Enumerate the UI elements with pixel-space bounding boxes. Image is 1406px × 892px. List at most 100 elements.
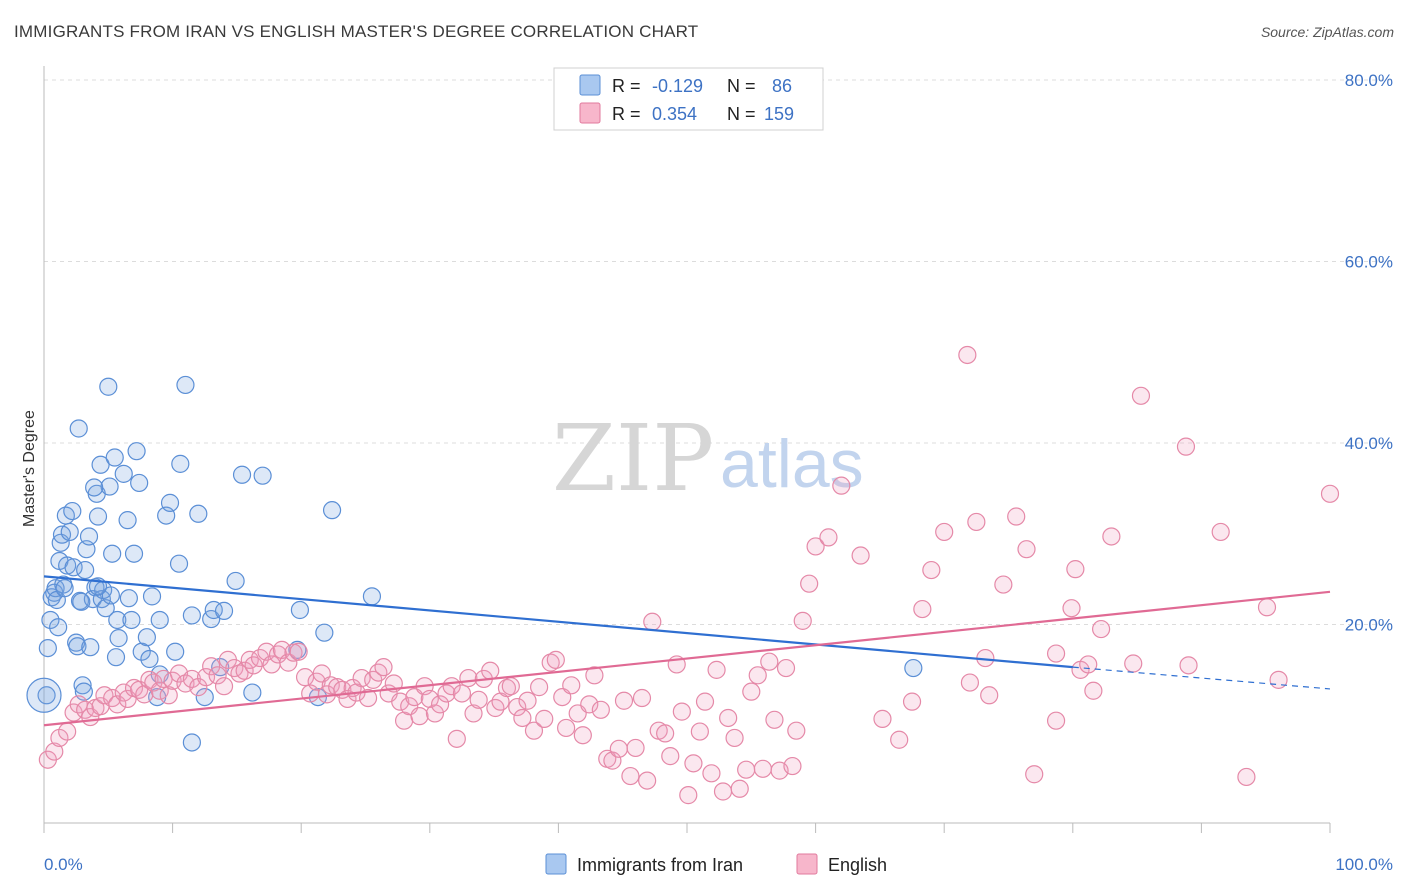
point-iran-75	[322, 501, 342, 520]
point-english-124	[725, 728, 744, 748]
grid-lines	[44, 79, 1392, 625]
point-english-1	[45, 742, 64, 761]
legend-n-label-english: N =	[727, 104, 756, 124]
point-english-110	[643, 612, 662, 631]
point-english-100	[585, 666, 604, 685]
point-english-45	[289, 642, 308, 661]
point-english-159	[1062, 599, 1081, 618]
point-english-164	[1091, 619, 1111, 639]
point-iran-59	[182, 606, 201, 625]
point-iran-17	[68, 637, 87, 656]
point-iran-42	[114, 464, 133, 483]
point-english-89	[524, 721, 544, 740]
point-english-145	[913, 599, 932, 619]
point-iran-72	[290, 600, 310, 620]
point-iran-13	[60, 522, 79, 542]
point-english-126	[737, 760, 756, 779]
bottom-legend-swatch-iran	[545, 853, 567, 875]
point-iran-34	[99, 377, 118, 396]
point-english-61	[374, 658, 393, 677]
point-english-121	[707, 660, 726, 679]
point-english-109	[638, 771, 657, 790]
point-english-107	[626, 738, 645, 758]
point-english-106	[621, 766, 640, 786]
point-english-131	[765, 710, 784, 729]
point-english-162	[1079, 655, 1098, 674]
point-english-141	[851, 546, 870, 565]
trend-line-english	[43, 590, 1331, 727]
point-iran-35	[100, 477, 119, 496]
point-iran-57	[171, 454, 190, 473]
legend-r-label-iran: R =	[612, 76, 641, 96]
y-tick-label-80: 80.0%	[1345, 71, 1393, 90]
point-english-123	[719, 708, 738, 728]
point-iran-50	[142, 587, 162, 606]
point-english-20	[150, 681, 169, 700]
point-english-128	[748, 666, 767, 685]
point-english-79	[469, 690, 488, 709]
point-english-87	[513, 708, 532, 728]
point-iran-22	[76, 560, 95, 580]
point-english-149	[960, 673, 980, 692]
point-iran-1	[38, 638, 57, 658]
point-iran-56	[169, 554, 189, 573]
point-iran-70	[253, 466, 272, 485]
point-iran-85	[85, 478, 104, 497]
point-english-103	[603, 751, 622, 770]
point-english-71	[425, 704, 445, 723]
point-iran-large	[26, 677, 62, 713]
axes	[43, 66, 1331, 833]
point-english-134	[783, 756, 802, 776]
point-english-169	[1257, 598, 1277, 617]
point-iran-74	[315, 623, 334, 642]
watermark: ZIP atlas	[552, 405, 864, 512]
point-english-33	[225, 658, 244, 678]
point-english-104	[609, 739, 628, 758]
watermark-zip: ZIP	[552, 405, 714, 512]
point-english-153	[994, 575, 1013, 594]
point-iran-67	[226, 571, 245, 591]
point-iran-37	[103, 544, 122, 563]
point-english-92	[541, 653, 560, 672]
point-english-163	[1084, 681, 1103, 700]
point-iran-14	[63, 501, 82, 521]
point-english-27	[189, 678, 208, 697]
source-label: Source: ZipAtlas.com	[1260, 24, 1394, 40]
point-english-81	[481, 661, 500, 680]
point-english-44	[284, 643, 303, 662]
point-iran-18	[69, 419, 88, 438]
point-iran-0	[37, 686, 56, 705]
point-iran-66	[214, 601, 234, 620]
point-english-76	[452, 684, 472, 703]
legend-n-value-iran: 86	[772, 76, 792, 96]
point-english-173	[1237, 767, 1256, 787]
point-english-90	[530, 678, 549, 697]
point-english-160	[1066, 560, 1085, 579]
point-english-105	[614, 691, 634, 710]
y-tick-label-20: 20.0%	[1345, 616, 1393, 635]
series-immigrants-from-iran	[26, 375, 923, 752]
bottom-legend-swatch-english	[796, 853, 818, 875]
point-english-98	[573, 726, 592, 745]
legend-n-label-iran: N =	[727, 76, 756, 96]
point-iran-76	[362, 587, 382, 606]
point-iran-39	[106, 648, 126, 667]
y-tick-label-40: 40.0%	[1345, 434, 1393, 453]
point-english-174	[1176, 437, 1196, 456]
point-iran-15	[64, 558, 83, 577]
point-english-122	[713, 782, 733, 801]
point-iran-45	[124, 544, 144, 563]
point-english-22	[159, 686, 178, 705]
point-english-143	[890, 730, 909, 749]
point-english-130	[760, 652, 779, 671]
legend-r-label-english: R =	[612, 104, 641, 124]
point-english-168	[1211, 522, 1230, 542]
point-iran-79	[119, 589, 138, 608]
point-iran-36	[101, 586, 120, 605]
point-english-127	[742, 682, 761, 701]
point-iran-55	[166, 642, 185, 661]
bottom-legend-label-iran: Immigrants from Iran	[577, 855, 743, 875]
legend-r-value-iran: -0.129	[652, 76, 703, 96]
point-english-172	[1131, 386, 1151, 405]
